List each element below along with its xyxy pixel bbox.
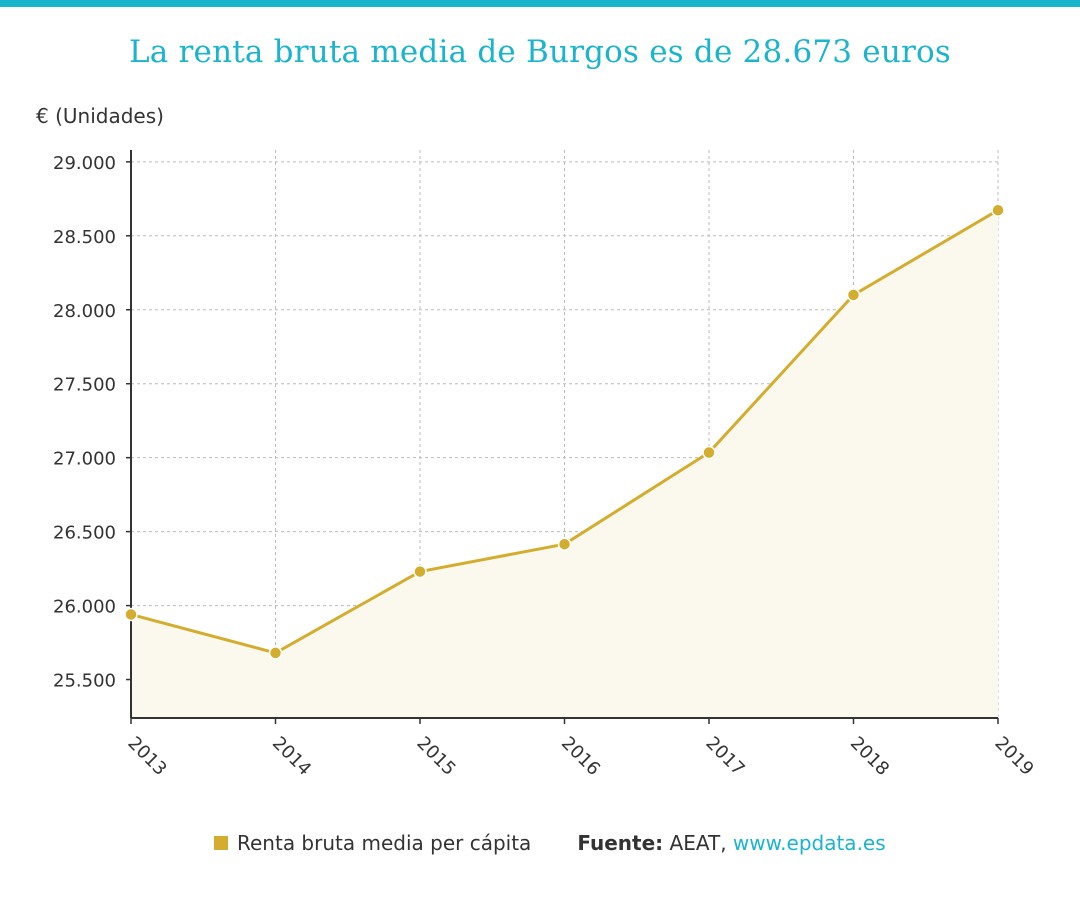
y-tick-label: 29.000 — [53, 153, 116, 174]
series-area — [131, 210, 998, 718]
x-tick-label: 2013 — [123, 733, 170, 780]
top-accent-bar — [0, 0, 1080, 7]
source-label: Fuente: — [577, 831, 664, 855]
data-point — [124, 607, 138, 622]
legend-series-label: Renta bruta media per cápita — [237, 831, 532, 855]
data-point — [413, 564, 427, 579]
source-credit: Fuente: AEAT, www.epdata.es — [577, 831, 885, 855]
y-tick-label: 28.500 — [53, 227, 116, 248]
source-text: AEAT, — [663, 831, 733, 855]
data-point — [557, 537, 572, 551]
legend-swatch — [214, 836, 228, 850]
y-tick-label: 26.500 — [53, 523, 116, 544]
y-tick-label: 27.000 — [53, 449, 116, 470]
legend: Renta bruta media per cápita Fuente: AEA… — [214, 831, 886, 855]
x-tick-label: 2016 — [557, 733, 604, 780]
y-tick-label: 26.000 — [53, 597, 116, 618]
y-tick-label: 25.500 — [53, 671, 116, 692]
data-point — [268, 646, 283, 660]
source-link[interactable]: www.epdata.es — [732, 831, 886, 855]
x-tick-label: 2017 — [701, 733, 748, 780]
x-tick-label: 2014 — [268, 733, 315, 780]
y-tick-label: 27.500 — [53, 375, 116, 396]
x-tick-label: 2015 — [412, 733, 459, 780]
x-tick-label: 2018 — [846, 733, 893, 780]
y-tick-label: 28.000 — [53, 301, 116, 322]
y-axis-unit-label: € (Unidades) — [36, 104, 164, 128]
x-tick-label: 2019 — [990, 733, 1037, 780]
data-point — [991, 203, 1005, 217]
chart-title: La renta bruta media de Burgos es de 28.… — [129, 34, 951, 70]
data-point — [846, 288, 861, 302]
data-point — [702, 445, 716, 460]
